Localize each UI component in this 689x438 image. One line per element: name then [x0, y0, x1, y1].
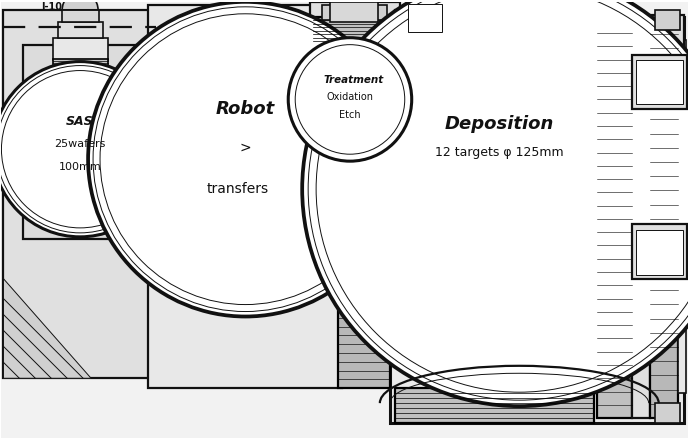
Bar [650, 20, 677, 418]
Text: Treatment: Treatment [324, 74, 384, 85]
Bar [214, 153, 278, 171]
Circle shape [0, 62, 167, 237]
Bar [205, 88, 285, 104]
Bar [338, 159, 390, 388]
Text: Deposition: Deposition [444, 115, 554, 133]
Bar [3, 124, 25, 174]
Text: 100mm: 100mm [59, 162, 101, 172]
Wedge shape [223, 0, 267, 2]
Bar [655, 403, 679, 423]
Text: 25wafers: 25wafers [54, 139, 106, 149]
Bar [408, 4, 442, 32]
Text: Etch: Etch [339, 110, 361, 120]
Bar [338, 146, 390, 161]
Bar [529, 10, 547, 35]
Circle shape [288, 38, 412, 161]
Text: I-10: I-10 [41, 2, 62, 12]
Text: Robot: Robot [216, 100, 275, 118]
Bar [338, 131, 390, 146]
Bar [223, 2, 268, 30]
Bar [343, 89, 385, 103]
Bar [216, 5, 276, 49]
Bar [395, 10, 455, 49]
Bar [338, 120, 390, 132]
Bar [138, 126, 160, 171]
Wedge shape [334, 0, 374, 2]
Bar [330, 2, 378, 22]
Bar [151, 85, 191, 269]
Wedge shape [62, 0, 98, 10]
Bar [62, 10, 99, 22]
Text: 12 targets φ 125mm: 12 targets φ 125mm [435, 146, 564, 159]
Text: transfers: transfers [207, 182, 269, 196]
Bar [390, 17, 683, 423]
Bar [395, 20, 594, 35]
Bar [138, 126, 160, 171]
Bar [53, 38, 108, 60]
Bar [148, 5, 342, 388]
Bar [655, 10, 679, 30]
Text: Oxidation: Oxidation [327, 92, 373, 102]
Bar [636, 230, 683, 275]
Bar [599, 53, 679, 85]
Bar [23, 45, 138, 239]
Bar [53, 59, 108, 74]
Circle shape [88, 2, 403, 317]
Bar [636, 60, 683, 104]
Bar [632, 55, 686, 110]
Text: SAS: SAS [66, 115, 94, 128]
Bar [340, 103, 388, 121]
Bar [597, 20, 632, 418]
Bar [205, 7, 285, 89]
Polygon shape [3, 279, 91, 378]
Bar [444, 10, 462, 35]
Bar [632, 224, 686, 279]
Bar [395, 388, 594, 423]
Bar [402, 12, 448, 40]
Bar [3, 10, 158, 378]
Bar [594, 15, 683, 55]
Bar [218, 99, 272, 154]
Bar [48, 75, 113, 89]
Text: >: > [240, 140, 251, 154]
Circle shape [302, 0, 689, 406]
Bar [58, 22, 103, 38]
Bar [395, 32, 594, 80]
Bar [322, 5, 387, 20]
Bar [310, 2, 400, 88]
Bar [632, 20, 650, 418]
Bar [677, 40, 686, 393]
Bar [313, 17, 395, 45]
